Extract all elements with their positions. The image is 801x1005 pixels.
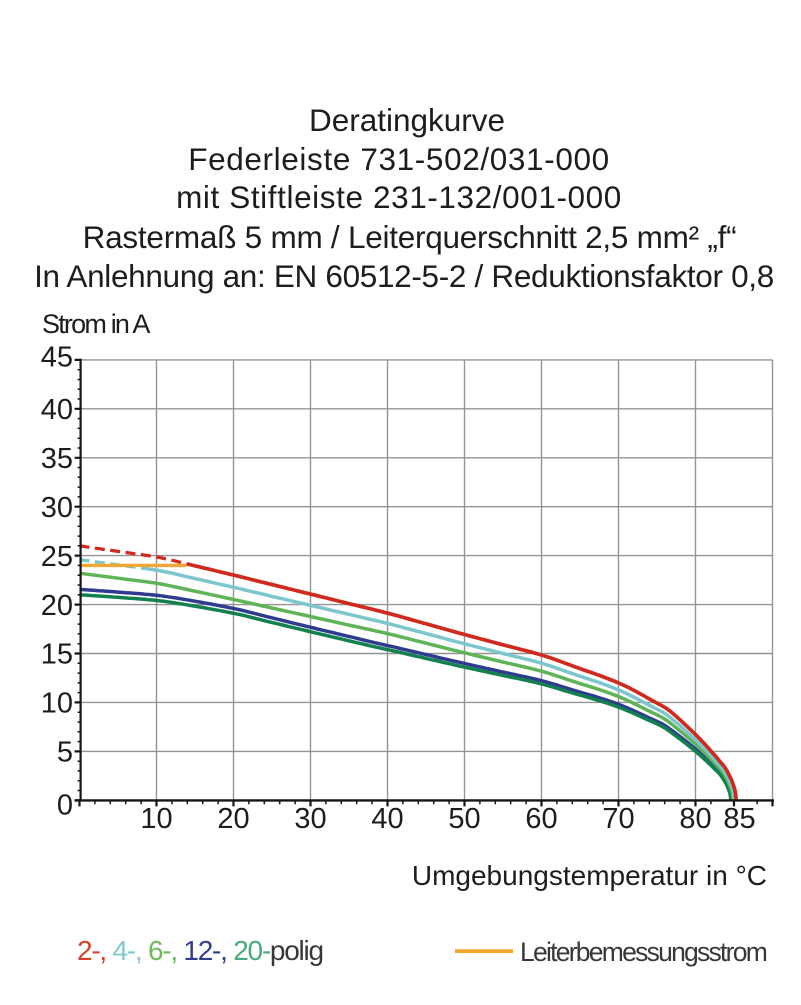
svg-text:0: 0	[57, 790, 73, 822]
svg-text:80: 80	[679, 803, 711, 835]
svg-text:40: 40	[371, 803, 403, 835]
svg-text:35: 35	[41, 443, 73, 475]
svg-text:20: 20	[41, 590, 73, 622]
svg-text:Umgebungstemperatur in °C: Umgebungstemperatur in °C	[412, 860, 767, 891]
svg-text:2-, 4-, 6-, 12-, 20-polig: 2-, 4-, 6-, 12-, 20-polig	[77, 935, 323, 966]
svg-text:30: 30	[41, 492, 73, 524]
svg-text:85: 85	[723, 803, 755, 835]
svg-text:10: 10	[140, 803, 172, 835]
svg-text:70: 70	[602, 803, 634, 835]
svg-text:Rastermaß 5 mm / Leiterquersch: Rastermaß 5 mm / Leiterquerschnitt 2,5 m…	[83, 219, 737, 255]
svg-text:10: 10	[41, 688, 73, 720]
svg-text:In Anlehnung an: EN 60512-5-2: In Anlehnung an: EN 60512-5-2 / Reduktio…	[34, 258, 774, 294]
svg-text:50: 50	[448, 803, 480, 835]
svg-text:20: 20	[217, 803, 249, 835]
svg-text:Strom in A: Strom in A	[42, 309, 150, 339]
svg-text:30: 30	[294, 803, 326, 835]
svg-text:5: 5	[57, 737, 73, 769]
svg-text:25: 25	[41, 541, 73, 573]
svg-text:15: 15	[41, 639, 73, 671]
svg-text:60: 60	[525, 803, 557, 835]
svg-text:Federleiste 731-502/031-000: Federleiste 731-502/031-000	[188, 141, 610, 177]
svg-text:Leiterbemessungsstrom: Leiterbemessungsstrom	[520, 937, 767, 967]
svg-text:40: 40	[41, 394, 73, 426]
svg-text:Deratingkurve: Deratingkurve	[309, 102, 505, 138]
svg-text:45: 45	[41, 342, 73, 374]
svg-text:mit Stiftleiste 231-132/001-00: mit Stiftleiste 231-132/001-000	[176, 179, 622, 215]
